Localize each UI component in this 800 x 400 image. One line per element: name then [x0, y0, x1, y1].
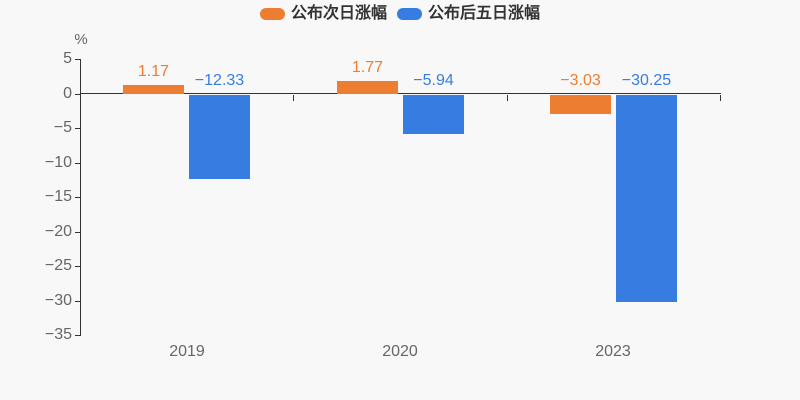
y-axis-tick-label: 0	[63, 85, 72, 102]
y-axis-tick	[75, 335, 80, 336]
y-axis-tick-label: −5	[53, 119, 72, 136]
legend-label-next-day-gain: 公布次日涨幅	[290, 5, 387, 22]
x-axis-label-2023: 2023	[595, 343, 631, 360]
x-axis-label-2019: 2019	[169, 343, 205, 360]
x-axis-tick	[293, 95, 294, 101]
bar-label-five-day-gain-2023: −30.25	[621, 72, 672, 89]
legend-item-five-day-gain[interactable]: 公布后五日涨幅	[397, 5, 540, 23]
y-axis-tick	[75, 59, 80, 60]
y-axis-tick-label: −30	[44, 292, 72, 309]
bar-next-day-gain-2023[interactable]	[550, 95, 611, 114]
bar-five-day-gain-2020[interactable]	[403, 95, 464, 134]
bar-next-day-gain-2019[interactable]	[123, 85, 184, 94]
y-axis-tick-label: −10	[44, 154, 72, 171]
bar-label-next-day-gain-2020: 1.77	[351, 59, 384, 76]
y-axis-line	[80, 59, 81, 336]
legend-marker-five-day-gain	[397, 8, 422, 20]
legend-label-five-day-gain: 公布后五日涨幅	[428, 5, 541, 22]
y-axis-tick	[75, 301, 80, 302]
bar-label-five-day-gain-2020: −5.94	[413, 72, 454, 89]
bar-label-next-day-gain-2023: −3.03	[560, 72, 601, 89]
legend-item-next-day-gain[interactable]: 公布次日涨幅	[259, 5, 387, 23]
y-axis-tick	[75, 163, 80, 164]
legend-marker-next-day-gain	[259, 8, 285, 20]
y-axis-tick-label: −35	[44, 326, 72, 343]
y-axis-tick	[75, 197, 80, 198]
bar-label-next-day-gain-2019: 1.17	[137, 63, 170, 80]
y-axis-tick-label: −25	[44, 257, 72, 274]
y-axis-tick-label: 5	[63, 50, 72, 67]
bar-five-day-gain-2019[interactable]	[189, 95, 250, 179]
y-axis-unit-label: %	[74, 31, 88, 48]
x-axis-zero-line	[80, 93, 721, 94]
y-axis-tick	[75, 266, 80, 267]
y-axis-tick	[75, 94, 80, 95]
y-axis-tick	[75, 232, 80, 233]
y-axis-tick-label: −20	[44, 223, 72, 240]
y-axis-tick-label: −15	[44, 188, 72, 205]
bar-next-day-gain-2020[interactable]	[337, 81, 398, 94]
bar-label-five-day-gain-2019: −12.33	[194, 72, 245, 89]
x-axis-tick	[507, 95, 508, 101]
x-axis-label-2020: 2020	[382, 343, 418, 360]
x-axis-tick	[720, 95, 721, 101]
bar-five-day-gain-2023[interactable]	[616, 95, 677, 302]
y-axis-tick	[75, 128, 80, 129]
legend: 公布次日涨幅 公布后五日涨幅	[0, 5, 800, 23]
